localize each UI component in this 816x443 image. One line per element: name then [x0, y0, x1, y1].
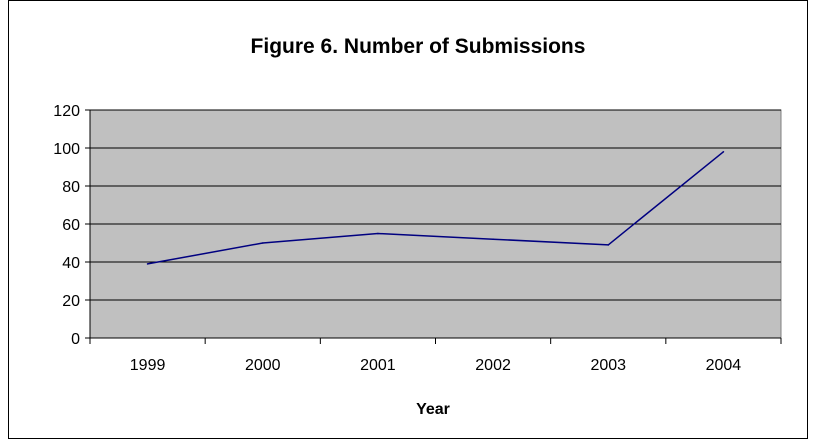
- x-axis-title: Year: [416, 401, 450, 418]
- y-tick-label: 40: [62, 255, 80, 272]
- x-tick-label: 2003: [590, 357, 626, 374]
- y-tick-label: 80: [62, 179, 80, 196]
- series-line: [147, 151, 724, 265]
- y-tick-label: 20: [62, 293, 80, 310]
- data-point: [261, 242, 264, 244]
- data-point: [492, 238, 494, 240]
- x-tick-labels: 1999 2000 2001 2002 2003 2004: [130, 357, 742, 374]
- x-tick-label: 2002: [475, 357, 511, 374]
- series-layer: [146, 151, 725, 265]
- x-tick-label: 2004: [706, 357, 742, 374]
- data-point: [146, 263, 149, 265]
- axes: [85, 109, 782, 344]
- y-tick-label: 0: [71, 331, 80, 348]
- y-tick-label: 60: [62, 217, 80, 234]
- data-point: [722, 151, 725, 153]
- y-tick-labels: 0 20 40 60 80 100 120: [53, 103, 80, 348]
- x-tick-label: 1999: [130, 357, 166, 374]
- data-point: [377, 232, 379, 235]
- chart-title: Figure 6. Number of Submissions: [251, 35, 586, 58]
- y-tick-label: 120: [53, 103, 80, 120]
- chart-frame: Figure 6. Number of Submissions 0 20 40 60 8…: [8, 0, 808, 440]
- y-tick-label: 100: [53, 141, 80, 158]
- chart-svg: Figure 6. Number of Submissions 0 20 40 60 8…: [8, 0, 808, 439]
- gridlines: [90, 109, 781, 301]
- x-tick-label: 2001: [360, 357, 396, 374]
- data-point: [607, 244, 610, 246]
- x-tick-label: 2000: [245, 357, 281, 374]
